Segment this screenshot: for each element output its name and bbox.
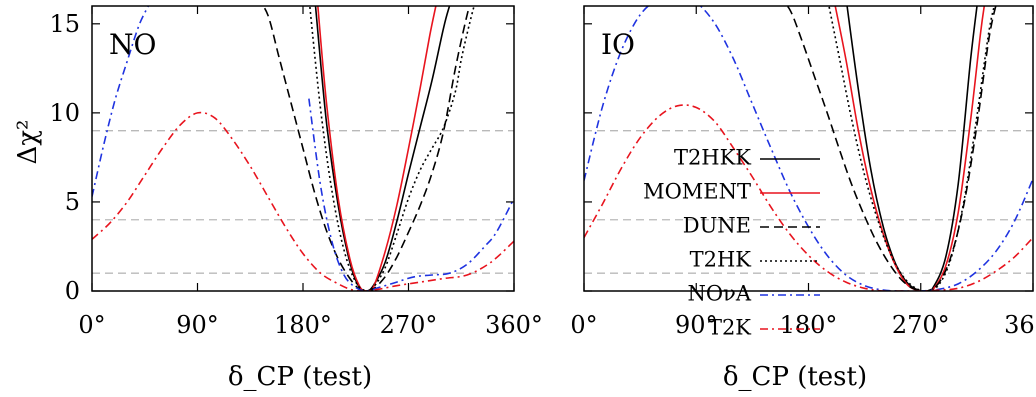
legend-label-no-a: NOνA (687, 282, 751, 306)
x-tick-label-no-3: 270° (380, 311, 438, 339)
y-tick-label-no-0: 0 (65, 277, 80, 305)
x-axis-title-no: δ_CP (test) (228, 362, 372, 392)
x-tick-label-no-1: 90° (176, 311, 219, 339)
series-line-io-dune-2 (786, 6, 997, 291)
series-line-no-no-a-4 (92, 6, 150, 197)
x-tick-label-io-1: 90° (675, 311, 718, 339)
plot-frame-io (583, 5, 1034, 292)
x-tick-label-io-3: 270° (892, 311, 950, 339)
x-tick-label-no-4: 360° (485, 311, 543, 339)
x-tick-label-io-0: 0° (570, 311, 597, 339)
x-tick-label-io-4: 360° (1004, 311, 1036, 339)
panel-label-no: NO (109, 28, 156, 61)
series-line-no-moment-1 (317, 6, 437, 291)
series-line-io-t2hkk-0 (846, 6, 978, 291)
series-line-no-no-a-5 (308, 98, 514, 291)
panel-no: 0° 90° 180° 270° 360° 0 5 10 15 NO (49, 5, 543, 339)
legend-label-moment: MOMENT (643, 180, 751, 204)
series-line-no-t2hk-3 (308, 6, 475, 291)
legend-label-t2hk: T2HK (690, 248, 752, 272)
x-tick-label-no-0: 0° (78, 311, 105, 339)
legend-label-t2hkk: T2HKK (674, 146, 751, 170)
legend-label-t2k: T2K (708, 316, 751, 340)
series-line-no-t2k-6 (92, 111, 514, 291)
y-tick-label-no-3: 15 (49, 10, 80, 38)
y-tick-label-no-1: 5 (65, 188, 80, 216)
y-axis-title: Δχ² (13, 120, 43, 165)
series-line-io-no-a-4 (584, 6, 1033, 291)
series-line-io-moment-1 (834, 6, 986, 291)
y-tick-label-no-2: 10 (49, 99, 80, 127)
x-axis-title-io: δ_CP (test) (723, 362, 867, 392)
panel-label-io: IO (601, 28, 635, 61)
x-tick-label-io-2: 180° (780, 311, 838, 339)
x-tick-label-no-2: 180° (274, 311, 332, 339)
panel-io: 0° 90° 180° 270° 360° IO T2HKK MOMENT DUNE T2HK NO… (570, 5, 1036, 340)
legend-label-dune: DUNE (683, 214, 751, 238)
series-line-no-t2hkk-0 (314, 6, 451, 291)
series-line-no-dune-2 (262, 6, 471, 291)
